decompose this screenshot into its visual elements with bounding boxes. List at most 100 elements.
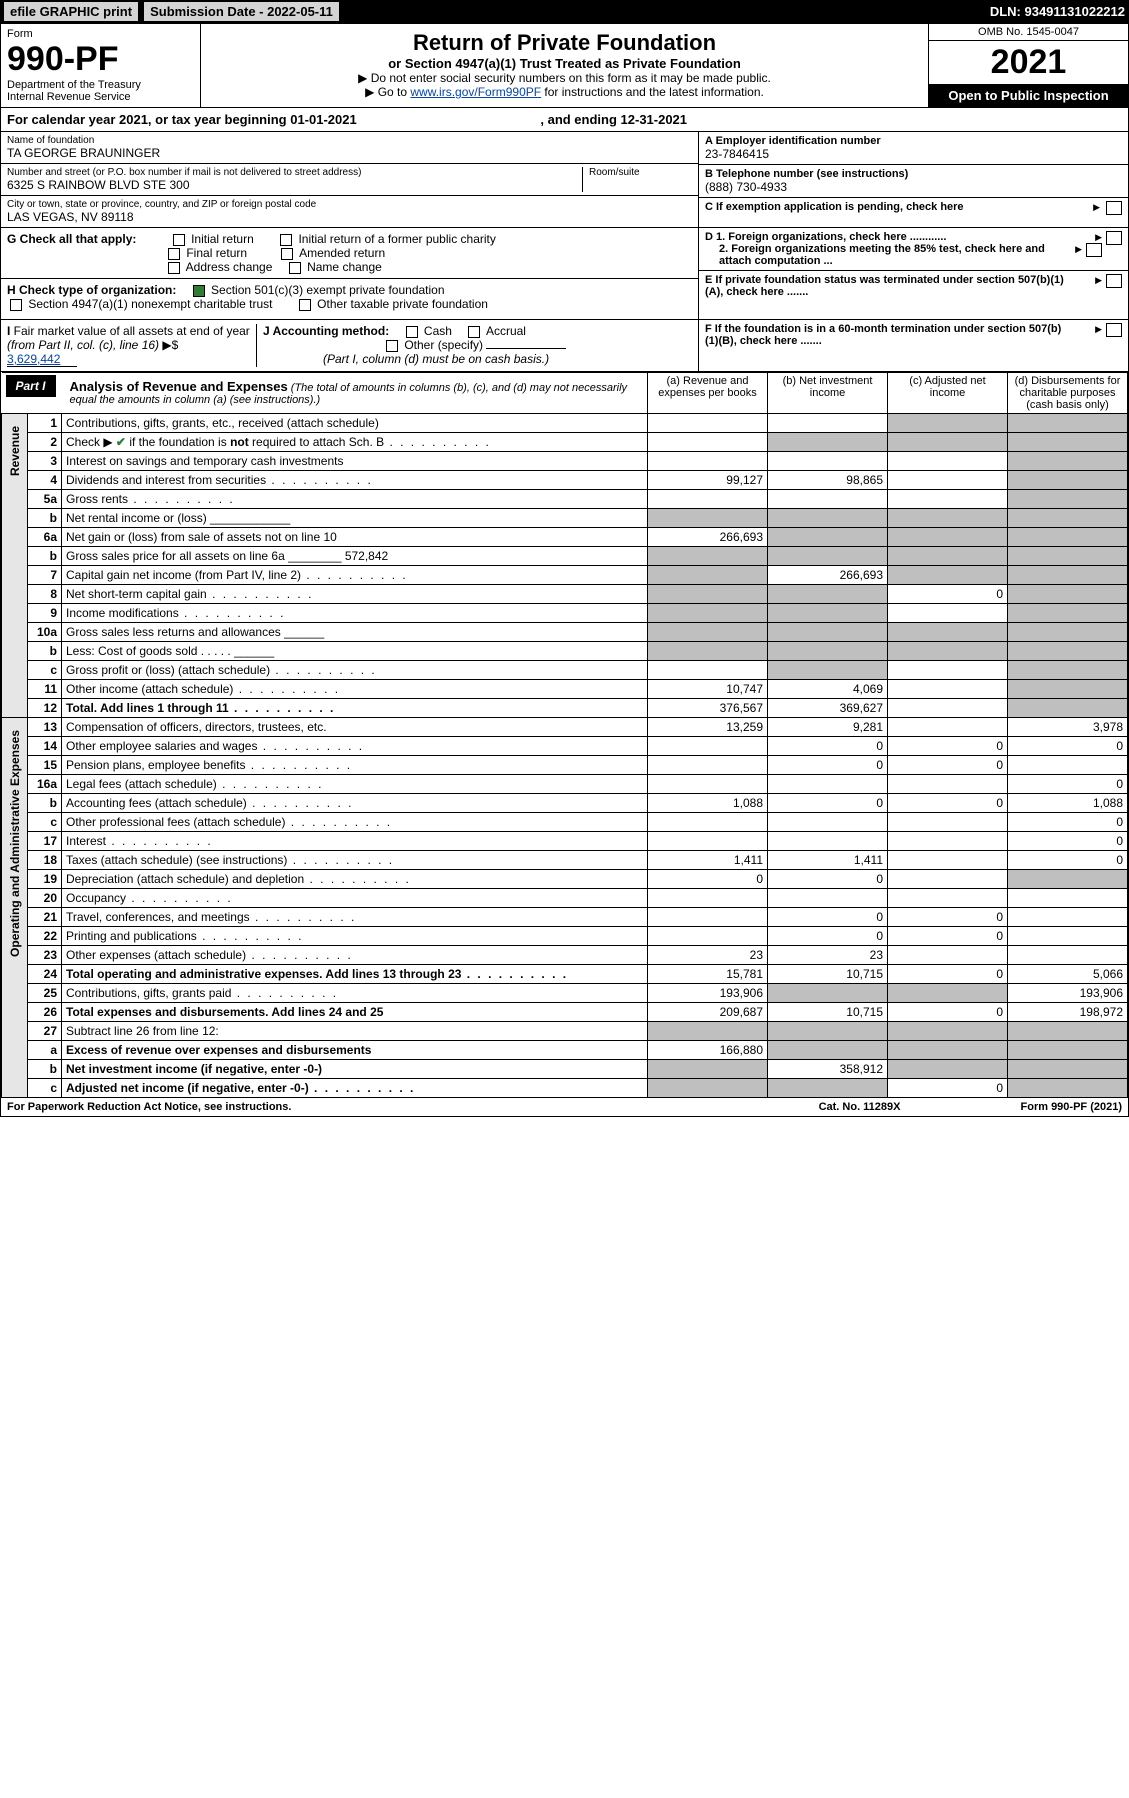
e-cell: E If private foundation status was termi… — [699, 271, 1128, 301]
line-desc: Contributions, gifts, grants paid — [62, 984, 648, 1003]
amount-cell: 0 — [1008, 813, 1128, 832]
h-4947-checkbox[interactable] — [10, 299, 22, 311]
d2-checkbox[interactable] — [1086, 243, 1102, 257]
tax-year: 2021 — [929, 41, 1128, 84]
j-other-checkbox[interactable] — [386, 340, 398, 352]
address-cell: Number and street (or P.O. box number if… — [1, 164, 698, 196]
calendar-year-row: For calendar year 2021, or tax year begi… — [1, 108, 1128, 132]
amount-cell — [888, 870, 1008, 889]
col-d-header: (d) Disbursements for charitable purpose… — [1008, 373, 1128, 414]
g-initial-checkbox[interactable] — [173, 234, 185, 246]
table-row: 9Income modifications — [2, 604, 1128, 623]
e-checkbox[interactable] — [1106, 274, 1122, 288]
table-row: 3Interest on savings and temporary cash … — [2, 452, 1128, 471]
table-row: bLess: Cost of goods sold . . . . . ____… — [2, 642, 1128, 661]
table-row: 17Interest0 — [2, 832, 1128, 851]
line-number: 10a — [28, 623, 62, 642]
amount-cell — [1008, 1022, 1128, 1041]
amount-cell: 0 — [888, 794, 1008, 813]
h-other-checkbox[interactable] — [299, 299, 311, 311]
exemption-checkbox[interactable] — [1106, 201, 1122, 215]
j-other-input[interactable] — [486, 348, 566, 349]
line-desc: Excess of revenue over expenses and disb… — [62, 1041, 648, 1060]
amount-cell: 0 — [888, 585, 1008, 604]
j-cash-checkbox[interactable] — [406, 326, 418, 338]
line-desc: Legal fees (attach schedule) — [62, 775, 648, 794]
amount-cell — [1008, 908, 1128, 927]
g-former-checkbox[interactable] — [280, 234, 292, 246]
amount-cell — [1008, 414, 1128, 433]
amount-cell — [1008, 604, 1128, 623]
amount-cell: 0 — [888, 965, 1008, 984]
fmv-link[interactable]: 3,629,442 — [7, 352, 77, 367]
amount-cell — [888, 604, 1008, 623]
line-desc: Interest — [62, 832, 648, 851]
amount-cell: 0 — [768, 908, 888, 927]
amount-cell — [888, 813, 1008, 832]
amount-cell — [768, 604, 888, 623]
line-number: 20 — [28, 889, 62, 908]
table-row: bGross sales price for all assets on lin… — [2, 547, 1128, 566]
d-cell: D 1. Foreign organizations, check here .… — [699, 228, 1128, 271]
amount-cell — [888, 699, 1008, 718]
city-cell: City or town, state or province, country… — [1, 196, 698, 227]
amount-cell — [1008, 946, 1128, 965]
form-footer: For Paperwork Reduction Act Notice, see … — [1, 1098, 1128, 1116]
table-row: Revenue1Contributions, gifts, grants, et… — [2, 414, 1128, 433]
amount-cell: 0 — [768, 870, 888, 889]
line-number: b — [28, 642, 62, 661]
f-checkbox[interactable] — [1106, 323, 1122, 337]
amount-cell — [888, 623, 1008, 642]
amount-cell: 0 — [888, 927, 1008, 946]
line-number: 22 — [28, 927, 62, 946]
ein-cell: A Employer identification number 23-7846… — [699, 132, 1128, 165]
g-final-checkbox[interactable] — [168, 248, 180, 260]
amount-cell — [648, 642, 768, 661]
g-row: G Check all that apply: Initial return I… — [7, 232, 692, 274]
h-501c3-checkbox[interactable] — [193, 285, 205, 297]
line-number: 26 — [28, 1003, 62, 1022]
line-number: c — [28, 661, 62, 680]
g-address-checkbox[interactable] — [168, 262, 180, 274]
g-name-checkbox[interactable] — [289, 262, 301, 274]
line-desc: Pension plans, employee benefits — [62, 756, 648, 775]
g-amended-checkbox[interactable] — [281, 248, 293, 260]
amount-cell — [768, 1079, 888, 1098]
amount-cell — [888, 1041, 1008, 1060]
instructions-link[interactable]: www.irs.gov/Form990PF — [410, 85, 541, 99]
amount-cell: 98,865 — [768, 471, 888, 490]
line-number: c — [28, 813, 62, 832]
amount-cell — [768, 585, 888, 604]
amount-cell — [648, 775, 768, 794]
g-h-block: G Check all that apply: Initial return I… — [1, 228, 1128, 320]
amount-cell — [1008, 642, 1128, 661]
table-row: 24Total operating and administrative exp… — [2, 965, 1128, 984]
line-number: 4 — [28, 471, 62, 490]
j-accrual-checkbox[interactable] — [468, 326, 480, 338]
amount-cell: 193,906 — [1008, 984, 1128, 1003]
amount-cell: 209,687 — [648, 1003, 768, 1022]
amount-cell — [888, 946, 1008, 965]
line-desc: Income modifications — [62, 604, 648, 623]
amount-cell — [768, 452, 888, 471]
line-number: 16a — [28, 775, 62, 794]
line-number: 6a — [28, 528, 62, 547]
h-row: H Check type of organization: Section 50… — [1, 278, 698, 315]
amount-cell — [1008, 661, 1128, 680]
amount-cell — [888, 490, 1008, 509]
table-row: 2Check ▶ ✔ if the foundation is not requ… — [2, 433, 1128, 452]
line-number: 12 — [28, 699, 62, 718]
amount-cell — [648, 414, 768, 433]
d1-checkbox[interactable] — [1106, 231, 1122, 245]
amount-cell: 0 — [768, 737, 888, 756]
amount-cell: 266,693 — [768, 566, 888, 585]
table-row: 4Dividends and interest from securities9… — [2, 471, 1128, 490]
amount-cell: 193,906 — [648, 984, 768, 1003]
amount-cell — [888, 528, 1008, 547]
amount-cell: 369,627 — [768, 699, 888, 718]
line-number: 5a — [28, 490, 62, 509]
col-b-header: (b) Net investment income — [768, 373, 888, 414]
line-desc: Taxes (attach schedule) (see instruction… — [62, 851, 648, 870]
table-row: 12Total. Add lines 1 through 11376,56736… — [2, 699, 1128, 718]
dept-label: Department of the TreasuryInternal Reven… — [7, 79, 194, 103]
